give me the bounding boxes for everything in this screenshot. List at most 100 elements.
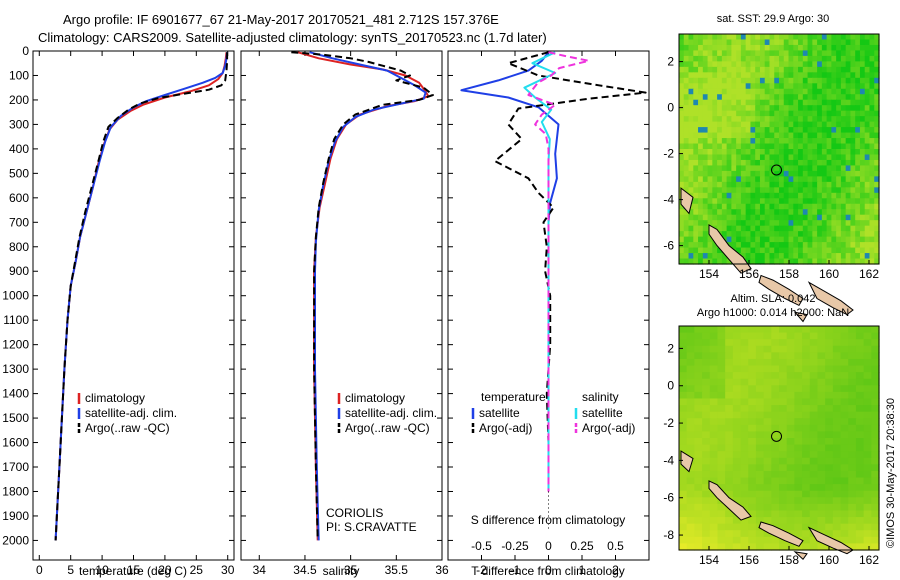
map-cell — [836, 127, 842, 134]
map-cell — [802, 192, 809, 199]
map-cell — [864, 138, 871, 145]
map-cell — [683, 50, 690, 57]
map-cell — [845, 154, 852, 161]
map-cell — [836, 116, 842, 123]
map-cell — [732, 352, 742, 360]
map-cell — [855, 418, 865, 426]
map-cell — [802, 411, 811, 419]
map-cell — [864, 105, 871, 112]
map-cell — [840, 181, 847, 188]
map-cell — [788, 242, 794, 249]
map-cell — [755, 253, 761, 260]
map-cell — [802, 536, 811, 545]
map-cell — [812, 83, 818, 90]
map-cell — [769, 121, 775, 128]
map-cell — [855, 165, 861, 172]
map-cell — [783, 121, 790, 128]
map-cell — [788, 88, 794, 95]
map-cell — [707, 253, 713, 260]
map-cell — [702, 34, 709, 41]
map-cell — [871, 490, 880, 498]
map-cell — [774, 170, 780, 177]
map-cell — [759, 242, 766, 249]
map-cell — [755, 198, 761, 205]
map-cell — [759, 83, 766, 90]
map-cell — [717, 138, 723, 145]
legend-label: satellite-adj. clim. — [85, 406, 177, 420]
map-cell — [864, 165, 871, 172]
map-cell — [779, 372, 788, 380]
map-cell — [817, 110, 823, 117]
map-cell — [855, 352, 865, 360]
map-cell — [798, 253, 804, 260]
map-cell — [736, 50, 742, 57]
map-cell — [812, 50, 818, 57]
map-cell — [731, 138, 737, 145]
map-cell — [769, 88, 775, 95]
map-cell — [702, 77, 709, 84]
map-cell — [771, 444, 780, 452]
map-cell — [745, 39, 752, 46]
map-cell — [693, 94, 699, 101]
map-cell — [763, 438, 772, 446]
map-xtick-label: 156 — [739, 553, 759, 567]
map-cell — [725, 484, 734, 492]
map-cell — [712, 55, 718, 62]
map-cell — [850, 253, 856, 260]
map-cell — [859, 88, 866, 95]
map-cell — [721, 253, 728, 260]
map-cell — [788, 34, 794, 41]
map-cell — [840, 411, 849, 419]
map-cell — [712, 44, 718, 52]
map-cell — [802, 352, 811, 360]
map-cell — [840, 105, 847, 112]
map-cell — [788, 181, 794, 188]
map-cell — [769, 66, 775, 73]
land-polygon — [758, 521, 804, 547]
map-cell — [736, 247, 742, 254]
map-cell — [732, 451, 742, 459]
map-cell — [702, 497, 711, 505]
map-cell — [779, 214, 785, 221]
map-cell — [788, 83, 794, 90]
map-cell — [794, 457, 803, 465]
map-cell — [855, 176, 861, 183]
map-cell — [832, 484, 842, 492]
map-cell — [721, 192, 728, 199]
map-cell — [845, 121, 852, 128]
map-ytick-label: 0 — [667, 101, 674, 115]
map-cell — [840, 326, 849, 334]
map-cell — [683, 247, 690, 254]
map-cell — [721, 110, 728, 117]
map-cell — [848, 530, 857, 538]
map-cell — [721, 72, 728, 79]
map-cell — [840, 83, 847, 90]
map-cell — [783, 198, 790, 205]
map-cell — [755, 451, 765, 459]
map-cell — [748, 497, 757, 505]
map-cell — [869, 127, 875, 134]
map-cell — [793, 110, 799, 117]
map-cell — [683, 44, 690, 52]
ytick-label: 1300 — [2, 362, 29, 376]
map-cell — [826, 242, 832, 249]
map-cell — [693, 132, 699, 139]
map-cell — [825, 451, 834, 459]
map-cell — [848, 398, 857, 406]
map-cell — [848, 457, 857, 465]
map-cell — [855, 543, 865, 551]
map-cell — [740, 209, 747, 216]
map-cell — [859, 55, 866, 62]
map-cell — [731, 77, 737, 84]
map-cell — [863, 332, 872, 340]
map-cell — [793, 127, 799, 134]
map-cell — [812, 225, 818, 232]
map-cell — [850, 83, 856, 90]
map-cell — [712, 143, 718, 150]
map-cell — [707, 154, 713, 161]
map-cell — [809, 372, 819, 380]
map-cell — [825, 510, 834, 518]
map-cell — [786, 438, 795, 446]
map-cell — [774, 83, 780, 90]
map-cell — [686, 385, 695, 393]
